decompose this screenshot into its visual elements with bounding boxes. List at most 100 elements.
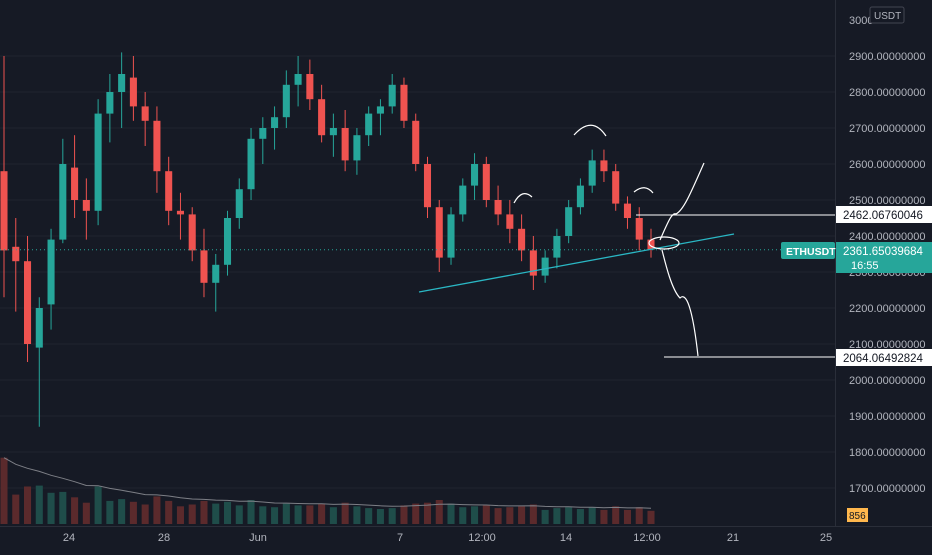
volume-bar: [541, 509, 549, 524]
current-price-tag: ETHUSDT 2361.65039684 16:55: [781, 242, 932, 273]
upper-level-label: 2462.06760046: [843, 210, 923, 222]
symbol-tag-bg: [781, 242, 835, 259]
volume-bar: [0, 457, 8, 524]
candle-body: [376, 106, 384, 114]
left-shoulder-arc[interactable]: [513, 193, 533, 204]
candle-body: [365, 113, 373, 136]
candle-body: [471, 164, 479, 186]
user-drawings: [418, 124, 835, 358]
candle-body: [482, 164, 490, 200]
time-axis-label: 28: [158, 532, 170, 544]
volume-bar: [400, 505, 408, 524]
volume-bar: [223, 501, 232, 524]
time-axis-label: 24: [63, 532, 75, 544]
volume-bar: [259, 506, 267, 524]
volume-tag: 856: [847, 508, 868, 522]
breakout-circle[interactable]: [648, 236, 680, 250]
candle-body: [647, 239, 655, 250]
volume-bar: [318, 503, 326, 524]
bear-path[interactable]: [661, 249, 699, 357]
candle-body: [94, 113, 102, 211]
price-axis-label: 2100.00000000: [849, 339, 925, 351]
volume-bar: [506, 507, 514, 524]
head-arc[interactable]: [573, 124, 607, 137]
upper-level-tag-bg: [836, 206, 932, 223]
volume-bar: [600, 509, 608, 524]
candle-body: [212, 264, 220, 283]
candle-body: [623, 203, 632, 218]
candle-body: [306, 74, 314, 100]
candle-body: [353, 135, 361, 161]
volume-bar: [329, 507, 337, 524]
candle-body: [165, 171, 173, 211]
volume-bar: [71, 497, 79, 524]
candle-body: [188, 214, 196, 251]
price-axis-label: 2200.00000000: [849, 303, 925, 315]
support-trendline[interactable]: [418, 233, 735, 293]
volume-bar: [188, 504, 196, 524]
symbol-tag: ETHUSDT: [786, 246, 836, 258]
volume-bar: [423, 502, 432, 524]
price-axis-label: 2700.00000000: [849, 123, 925, 135]
candle-body: [59, 164, 67, 240]
countdown-label: 16:55: [851, 260, 879, 272]
volume-bar: [118, 499, 126, 524]
volume-bar: [529, 504, 537, 524]
volume-bar: [47, 492, 55, 524]
candle-body: [388, 84, 396, 107]
price-axis-label: 1700.00000000: [849, 483, 925, 495]
volume-bar: [59, 491, 67, 524]
candle-body: [435, 207, 443, 258]
volume-bar: [212, 503, 220, 524]
candle-body: [400, 84, 408, 121]
price-axis-label: 2500.00000000: [849, 195, 925, 207]
candle-body: [118, 74, 126, 92]
price-axis-label: 1800.00000000: [849, 447, 925, 459]
volume-label: 856: [849, 511, 866, 522]
volume-bar: [553, 508, 561, 524]
volume-bar: [306, 505, 314, 524]
candle-body: [318, 99, 326, 136]
volume-bar: [412, 503, 420, 524]
upper-level-tag: 2462.06760046: [836, 206, 932, 223]
volume-bar: [200, 500, 208, 524]
volume-bar: [459, 507, 467, 524]
current-price-label: 2361.65039684: [843, 246, 924, 258]
volume-bar: [235, 505, 243, 524]
volume-bar: [23, 486, 32, 524]
volume-bar: [82, 502, 90, 524]
volume-bar: [647, 510, 655, 524]
volume-bar: [447, 503, 455, 524]
volume-bar: [588, 507, 596, 524]
time-axis[interactable]: 24 28 Jun 7 12:00 14 12:00 21 25: [63, 532, 832, 544]
candle-body: [600, 160, 608, 172]
price-axis-label: 2900.00000000: [849, 51, 925, 63]
candle-body: [412, 120, 420, 164]
time-axis-label: 12:00: [633, 532, 661, 544]
bull-path[interactable]: [659, 162, 705, 241]
volume-bar: [153, 496, 161, 524]
right-shoulder-arc[interactable]: [633, 187, 654, 194]
lower-level-tag: 2064.06492824: [836, 349, 932, 366]
candle-body: [612, 171, 620, 204]
volume-bar: [518, 506, 526, 524]
volume-bar: [388, 508, 396, 524]
candle-body: [235, 189, 243, 218]
candle-body: [329, 128, 337, 136]
candle-body: [294, 74, 302, 85]
volume-bar: [612, 506, 620, 524]
volume-bar: [12, 494, 20, 524]
lower-level-label: 2064.06492824: [843, 353, 924, 365]
candle-body: [223, 218, 232, 265]
volume-bar: [471, 506, 479, 524]
volume-bar: [482, 505, 490, 524]
volume-bar: [494, 508, 502, 524]
currency-badge[interactable]: [869, 6, 905, 24]
candle-body: [47, 239, 55, 305]
candle-body: [23, 261, 32, 344]
volume-bar: [129, 501, 137, 524]
candles: [0, 52, 655, 427]
candle-body: [35, 308, 43, 348]
